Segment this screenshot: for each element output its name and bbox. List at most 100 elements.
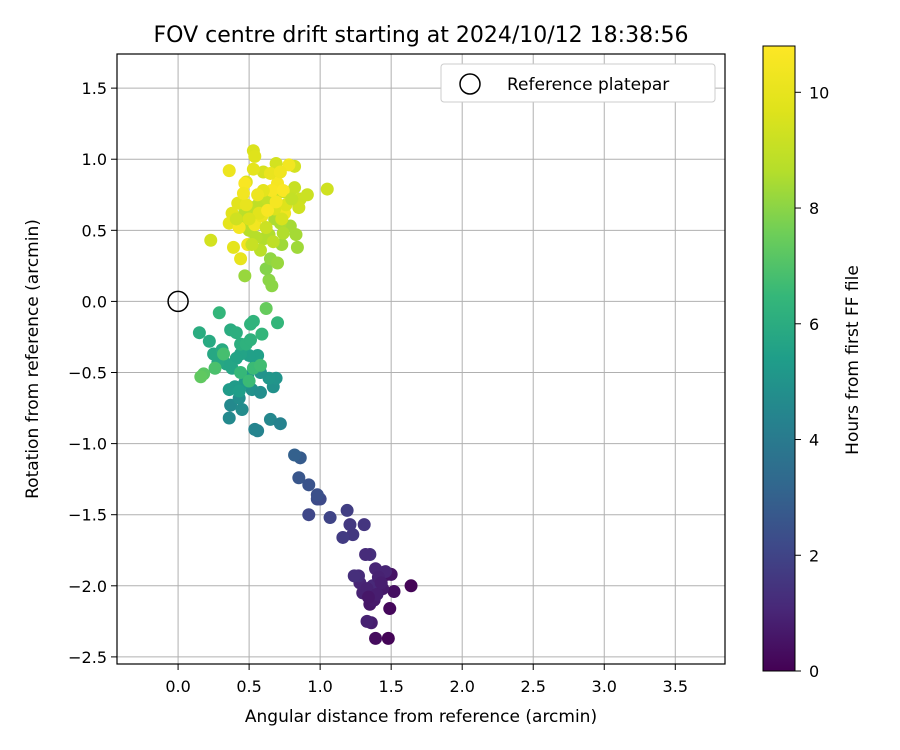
data-point [271,316,285,330]
x-tick-label: 0.0 [165,677,190,696]
data-point [404,579,418,593]
grid-lines [117,54,725,664]
data-point [346,528,360,542]
data-point [290,240,304,254]
colorbar-tick-label: 8 [809,199,819,218]
data-point [238,176,252,190]
x-tick-label: 3.5 [663,677,688,696]
plot-frame [116,53,726,665]
y-tick-label: −2.0 [68,577,107,596]
data-point [235,402,249,416]
data-point [232,384,246,398]
y-tick-label: 0.5 [82,221,107,240]
data-point [255,327,269,341]
y-tick-label: 1.5 [82,79,107,98]
data-point [239,198,253,212]
data-point [204,233,218,247]
data-point [259,262,273,276]
y-tick-label: −1.5 [68,506,107,525]
data-point [248,149,262,163]
data-point [262,273,276,287]
y-axis-label: Rotation from reference (arcmin) [23,219,43,499]
reference-platepar-marker [167,290,189,313]
y-tick-label: −2.5 [68,648,107,667]
data-point [236,186,250,200]
data-point [292,471,306,485]
data-point [208,361,222,375]
data-point [212,306,226,320]
data-point [238,269,252,283]
data-point [387,584,401,598]
data-point [292,201,306,215]
data-point [259,302,273,316]
data-point [244,333,258,347]
data-point [302,478,316,492]
data-point [253,385,267,399]
data-point [251,188,265,202]
data-point [259,220,273,234]
data-point [374,576,388,590]
data-point [245,238,259,252]
data-point [234,366,248,380]
data-point [217,347,231,361]
data-point [381,631,395,645]
data-point [282,158,296,172]
data-point [360,614,374,628]
data-point [246,314,260,328]
colorbar-ticks: 0 2 4 6 8 10 [795,83,829,681]
data-point [269,195,283,209]
data-point [222,383,236,397]
x-tick-label: 0.5 [236,677,261,696]
data-point [242,212,256,226]
x-axis-label: Angular distance from reference (arcmin) [245,707,597,727]
data-point [302,508,316,522]
y-axis-ticks: −2.5 −2.0 −1.5 −1.0 −0.5 0.0 0.5 1.0 1.5 [68,79,117,667]
data-point [271,256,285,270]
data-point [288,181,302,195]
data-point [229,212,243,226]
chart-title: FOV centre drift starting at 2024/10/12 … [154,23,689,48]
scatter-points [192,144,418,645]
legend: Reference platepar [440,63,716,103]
x-axis-ticks: 0.0 0.5 1.0 1.5 2.0 2.5 3.0 3.5 [165,664,688,696]
data-point [343,518,357,532]
data-point [359,548,373,562]
data-point [202,334,216,348]
data-point [276,226,290,240]
legend-box [440,63,716,103]
legend-marker-icon [459,73,481,95]
data-point [357,518,371,532]
colorbar-tick-label: 0 [809,662,819,681]
x-tick-label: 2.0 [449,677,474,696]
data-point [323,511,337,525]
data-point [273,417,287,431]
data-point [383,602,397,616]
data-point [222,411,236,425]
data-point [229,326,243,340]
y-tick-label: 1.0 [82,150,107,169]
data-point [224,398,238,412]
data-point [273,165,287,179]
x-tick-label: 3.0 [592,677,617,696]
y-tick-label: −0.5 [68,364,107,383]
data-point [246,162,260,176]
colorbar-tick-label: 2 [809,546,819,565]
data-point [320,182,334,196]
data-point [194,370,208,384]
data-point [263,412,277,426]
y-tick-label: −1.0 [68,435,107,454]
data-point [288,448,302,462]
data-point [285,192,299,206]
data-point [275,212,289,226]
data-point [222,164,236,178]
x-tick-label: 2.5 [520,677,545,696]
colorbar-tick-label: 10 [809,83,829,102]
legend-entry-reference: Reference platepar [507,75,669,95]
data-point [340,503,354,517]
data-point [248,422,262,436]
colorbar-tick-label: 4 [809,431,819,450]
x-tick-label: 1.0 [307,677,332,696]
data-point [192,326,206,340]
colorbar-label: Hours from first FF file [843,265,863,455]
